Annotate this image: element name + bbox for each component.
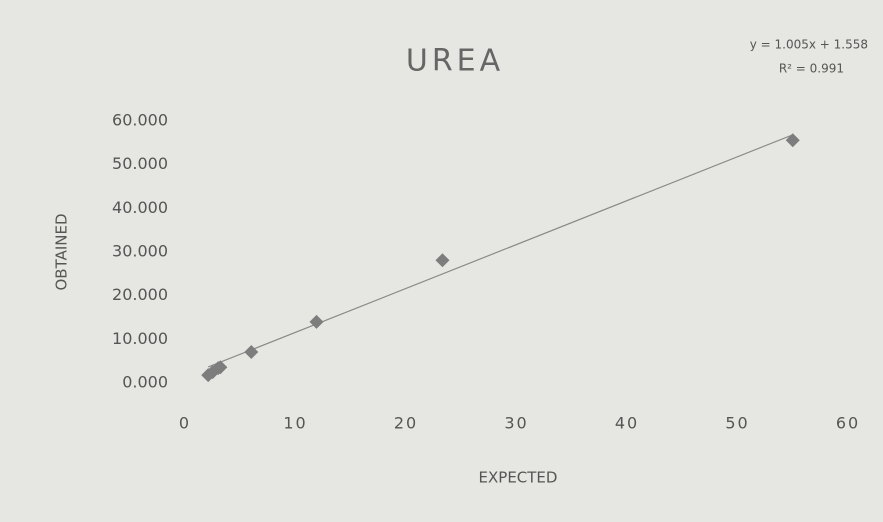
x-tick-label: 30 [504,414,528,433]
y-tick-label: 40.000 [112,198,168,217]
y-tick-label: 10.000 [112,329,168,348]
y-tick-label: 60.000 [112,111,168,130]
chart-title: UREA [406,44,504,79]
data-point [213,360,228,375]
data-point [785,133,800,148]
y-axis-title: OBTAINED [53,213,71,290]
y-tick-label: 50.000 [112,154,168,173]
y-tick-label: 20.000 [112,285,168,304]
x-tick-label: 10 [283,414,307,433]
trendline [207,134,793,368]
data-point [435,253,450,268]
x-tick-label: 0 [179,414,191,433]
data-point [244,344,259,359]
trendline-r2: R² = 0.991 [779,62,844,76]
y-tick-label: 0.000 [122,373,168,392]
trendline-equation: y = 1.005x + 1.558 [750,38,868,52]
x-axis-title: EXPECTED [479,469,558,487]
y-tick-label: 30.000 [112,242,168,261]
x-tick-label: 40 [615,414,639,433]
x-tick-label: 20 [394,414,418,433]
x-tick-label: 60 [836,414,860,433]
data-point [309,314,324,329]
x-tick-label: 50 [725,414,749,433]
